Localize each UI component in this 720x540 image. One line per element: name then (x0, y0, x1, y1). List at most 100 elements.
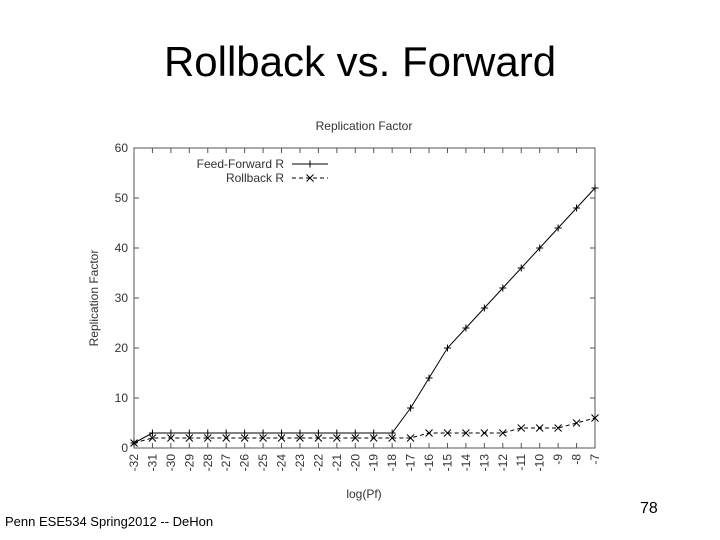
data-point (148, 429, 156, 437)
data-point (148, 434, 157, 442)
data-point (462, 324, 470, 332)
x-axis-label: log(Pf) (346, 487, 381, 501)
x-tick-label: -7 (588, 454, 602, 465)
data-point (462, 429, 470, 437)
data-point (203, 434, 212, 442)
x-tick-label: -32 (127, 454, 141, 472)
legend-label: Rollback R (226, 171, 284, 185)
series-layer (130, 184, 599, 447)
data-point (240, 434, 249, 442)
data-point (498, 429, 507, 437)
x-tick-label: -10 (533, 454, 547, 472)
x-tick-label: -21 (330, 454, 344, 472)
series-line (133, 187, 596, 444)
x-tick-label: -15 (440, 454, 454, 472)
data-point (333, 429, 341, 437)
x-tick-label: -20 (348, 454, 362, 472)
data-point (591, 184, 599, 192)
x-tick-label: -22 (311, 454, 325, 472)
data-point (370, 429, 378, 437)
y-tick-label: 40 (115, 241, 129, 255)
y-tick-label: 0 (121, 441, 128, 455)
y-tick-label: 20 (115, 341, 129, 355)
data-point (480, 429, 489, 437)
x-tick-label: -23 (293, 454, 307, 472)
data-point (407, 404, 415, 412)
data-point (296, 434, 304, 442)
data-point (369, 434, 378, 442)
x-tick-label: -30 (164, 454, 178, 472)
legend-marker (306, 174, 314, 182)
x-tick-label: -18 (385, 454, 399, 472)
series-0 (130, 184, 599, 447)
data-point (554, 424, 562, 432)
x-tick-label: -28 (201, 454, 215, 472)
data-point (351, 429, 359, 437)
x-tick-label: -24 (275, 454, 289, 472)
data-point (204, 429, 212, 437)
plot-frame (133, 147, 596, 449)
data-point (278, 429, 286, 437)
x-tick-label: -29 (182, 454, 196, 472)
data-point (277, 434, 286, 442)
x-tick-label: -17 (404, 454, 418, 472)
data-point (388, 434, 397, 442)
data-point (425, 429, 433, 437)
x-tick-label: -14 (459, 454, 473, 472)
data-point (517, 424, 526, 432)
x-tick-label: -19 (367, 454, 381, 472)
data-point (296, 429, 304, 437)
axis-ticks: 0 10 20 30 40 50 60 -32 -31 -30 -29 -28 -27 -26 -25 -24… (115, 141, 602, 471)
data-point (499, 284, 507, 292)
x-tick-label: -31 (145, 454, 159, 472)
y-tick-label: 30 (115, 291, 129, 305)
data-point (332, 434, 341, 442)
data-point (167, 429, 175, 437)
data-point (572, 419, 581, 427)
footer-text: Penn ESE534 Spring2012 -- DeHon (5, 514, 214, 529)
data-point (222, 434, 231, 442)
data-point (443, 344, 451, 352)
data-point (425, 374, 433, 382)
data-point (167, 434, 175, 442)
data-point (480, 304, 488, 312)
legend-label: Feed-Forward R (197, 157, 285, 171)
data-point (222, 429, 230, 437)
legend-marker (306, 160, 314, 168)
data-point (314, 429, 322, 437)
y-tick-label: 50 (115, 191, 129, 205)
y-tick-label: 10 (115, 391, 129, 405)
chart-title: Replication Factor (316, 119, 413, 133)
data-point (573, 204, 581, 212)
x-tick-label: -9 (551, 454, 565, 465)
x-tick-label: -26 (238, 454, 252, 472)
series-line (133, 417, 596, 444)
replication-factor-chart: Replication Factor Replication Factor lo… (87, 119, 602, 501)
data-point (130, 439, 138, 447)
y-tick-label: 60 (115, 141, 129, 155)
data-point (517, 264, 525, 272)
data-point (259, 429, 267, 437)
data-point (185, 434, 194, 442)
page-number: 78 (640, 500, 658, 517)
data-point (554, 224, 562, 232)
series-1 (130, 414, 599, 447)
y-axis-label: Replication Factor (87, 250, 101, 347)
data-point (406, 434, 415, 442)
data-point (351, 434, 360, 442)
slide-title: Rollback vs. Forward (163, 38, 557, 85)
data-point (185, 429, 193, 437)
data-point (388, 429, 396, 437)
data-point (259, 434, 267, 442)
x-tick-label: -8 (570, 454, 584, 465)
data-point (591, 414, 599, 422)
data-point (536, 244, 544, 252)
data-point (535, 424, 544, 432)
x-tick-label: -25 (256, 454, 270, 472)
data-point (314, 434, 323, 442)
data-point (241, 429, 249, 437)
x-tick-label: -16 (422, 454, 436, 472)
x-tick-label: -12 (496, 454, 510, 472)
x-tick-label: -13 (477, 454, 491, 472)
